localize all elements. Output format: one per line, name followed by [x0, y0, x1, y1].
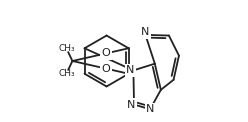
- Text: O: O: [102, 64, 111, 74]
- Text: N: N: [141, 27, 150, 37]
- Text: N: N: [146, 104, 154, 114]
- Text: CH₃: CH₃: [58, 69, 75, 78]
- Text: O: O: [102, 48, 111, 58]
- Text: N: N: [126, 65, 135, 75]
- Text: N: N: [127, 100, 135, 110]
- Text: CH₃: CH₃: [58, 44, 75, 53]
